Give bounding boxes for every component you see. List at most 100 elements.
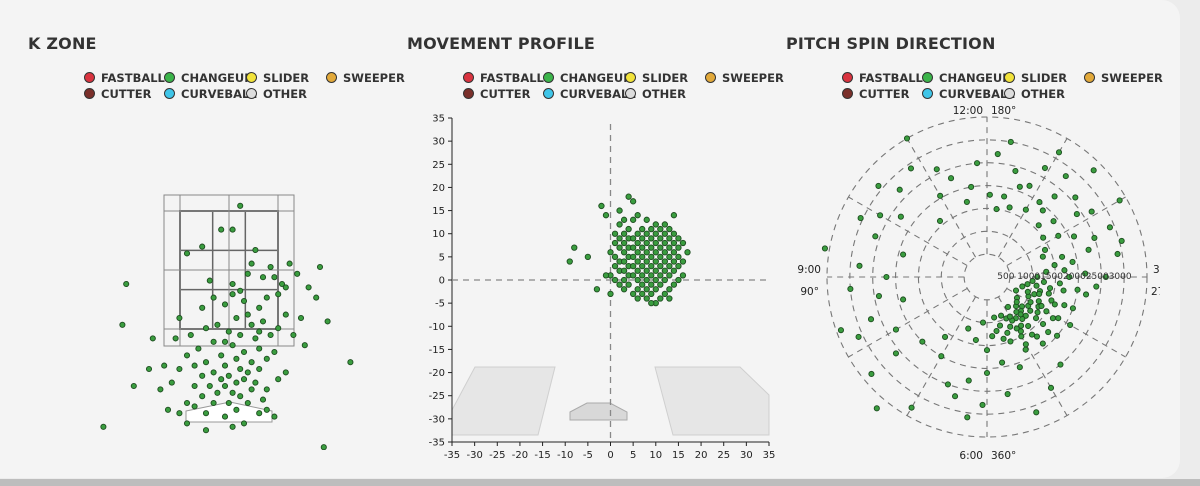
spin-point — [1033, 282, 1040, 289]
movement-point — [616, 244, 623, 251]
spin-point — [1035, 222, 1042, 229]
movement-point — [648, 299, 655, 307]
kzone-point — [233, 406, 240, 413]
spin-point — [1039, 207, 1046, 214]
kzone-point — [149, 335, 156, 342]
kzone-point — [252, 335, 259, 342]
legend-item-cutter[interactable]: CUTTER — [463, 87, 530, 101]
movement-point — [639, 235, 646, 242]
legend-item-other[interactable]: OTHER — [625, 87, 686, 101]
spin-point — [947, 175, 955, 182]
kzone-point — [183, 250, 191, 257]
spin-point — [1025, 322, 1032, 330]
batter-box-right — [654, 366, 770, 436]
legend-item-slider[interactable]: SLIDER — [246, 71, 309, 85]
kzone-point — [316, 263, 324, 271]
spin-point — [963, 198, 970, 205]
kzone-point — [263, 386, 270, 393]
spin-point — [1106, 224, 1113, 231]
spin-point — [1055, 315, 1062, 322]
kzone-point — [233, 355, 240, 362]
kzone-point — [233, 314, 240, 322]
spin-point — [979, 401, 986, 408]
kzone-point — [263, 294, 270, 301]
movement-point — [657, 244, 664, 251]
spin-point — [908, 404, 915, 411]
legend-swatch-curveball — [922, 88, 933, 99]
legend-swatch-fastball — [463, 72, 474, 83]
movement-point — [629, 244, 637, 251]
legend-swatch-other — [246, 88, 257, 99]
kzone-point — [214, 321, 221, 328]
spin-point — [1033, 409, 1040, 416]
legend-item-sweeper[interactable]: SWEEPER — [326, 71, 405, 85]
kzone-point — [210, 369, 217, 376]
movement-point — [616, 221, 623, 228]
spin-point — [857, 215, 864, 222]
movement-point — [634, 230, 641, 237]
spin-point — [993, 327, 1000, 335]
movement-point — [670, 212, 678, 219]
y-tick-label: 35 — [432, 114, 445, 125]
kzone-point — [240, 297, 248, 305]
spin-point — [991, 314, 998, 321]
kzone-point — [282, 369, 289, 376]
movement-point — [629, 235, 637, 242]
legend-item-changeup[interactable]: CHANGEUP — [164, 71, 253, 85]
kzone-point — [218, 352, 225, 359]
legend-item-sweeper[interactable]: SWEEPER — [1084, 71, 1163, 85]
legend-item-cutter[interactable]: CUTTER — [842, 87, 909, 101]
spin-point — [983, 347, 991, 354]
legend-item-fastball[interactable]: FASTBALL — [842, 71, 923, 85]
kzone-point — [191, 382, 198, 390]
legend-item-curveball[interactable]: CURVEBALL — [164, 87, 257, 101]
legend-item-fastball[interactable]: FASTBALL — [84, 71, 165, 85]
kzone-point — [176, 314, 183, 322]
movement-point — [593, 286, 601, 293]
legend-swatch-sweeper — [1084, 72, 1095, 83]
kzone-point — [347, 359, 354, 366]
legend-item-changeup[interactable]: CHANGEUP — [922, 71, 1011, 85]
movement-point — [625, 225, 632, 233]
legend-item-cutter[interactable]: CUTTER — [84, 87, 151, 101]
legend-item-sweeper[interactable]: SWEEPER — [705, 71, 784, 85]
kzone-point — [282, 284, 289, 291]
spin-point — [872, 233, 879, 240]
kzone-point — [259, 318, 267, 325]
kzone-point — [267, 263, 274, 271]
legend-swatch-slider — [625, 72, 636, 83]
kzone-point — [191, 362, 198, 369]
legend-swatch-other — [625, 88, 636, 99]
movement-point — [634, 239, 641, 247]
legend-item-curveball[interactable]: CURVEBALL — [543, 87, 636, 101]
movement-point — [634, 276, 641, 284]
movement-point — [639, 290, 646, 298]
legend-item-other[interactable]: OTHER — [1004, 87, 1065, 101]
kzone-point — [202, 325, 210, 332]
horizontal-scrollbar[interactable] — [0, 479, 1200, 486]
legend-item-changeup[interactable]: CHANGEUP — [543, 71, 632, 85]
movement-point — [620, 276, 628, 284]
movement-point — [634, 212, 641, 219]
kzone-point — [221, 301, 229, 308]
spin-point — [1013, 298, 1020, 306]
angular-spoke — [1006, 287, 1126, 358]
kzone-point — [214, 389, 221, 396]
legend-item-slider[interactable]: SLIDER — [1004, 71, 1067, 85]
legend-item-curveball[interactable]: CURVEBALL — [922, 87, 1015, 101]
spin-point — [1034, 273, 1041, 281]
kzone-point — [199, 393, 206, 400]
movement-point — [566, 258, 573, 265]
spin-point — [1045, 290, 1052, 297]
movement-point — [652, 276, 659, 284]
movement-point — [670, 258, 678, 265]
y-tick-label: 20 — [432, 183, 445, 194]
movement-point — [616, 281, 623, 288]
legend-item-slider[interactable]: SLIDER — [625, 71, 688, 85]
legend-item-other[interactable]: OTHER — [246, 87, 307, 101]
spin-point — [965, 325, 972, 332]
movement-point — [670, 281, 678, 288]
legend-item-fastball[interactable]: FASTBALL — [463, 71, 544, 85]
movement-point — [657, 295, 664, 302]
movement-point — [679, 272, 687, 279]
